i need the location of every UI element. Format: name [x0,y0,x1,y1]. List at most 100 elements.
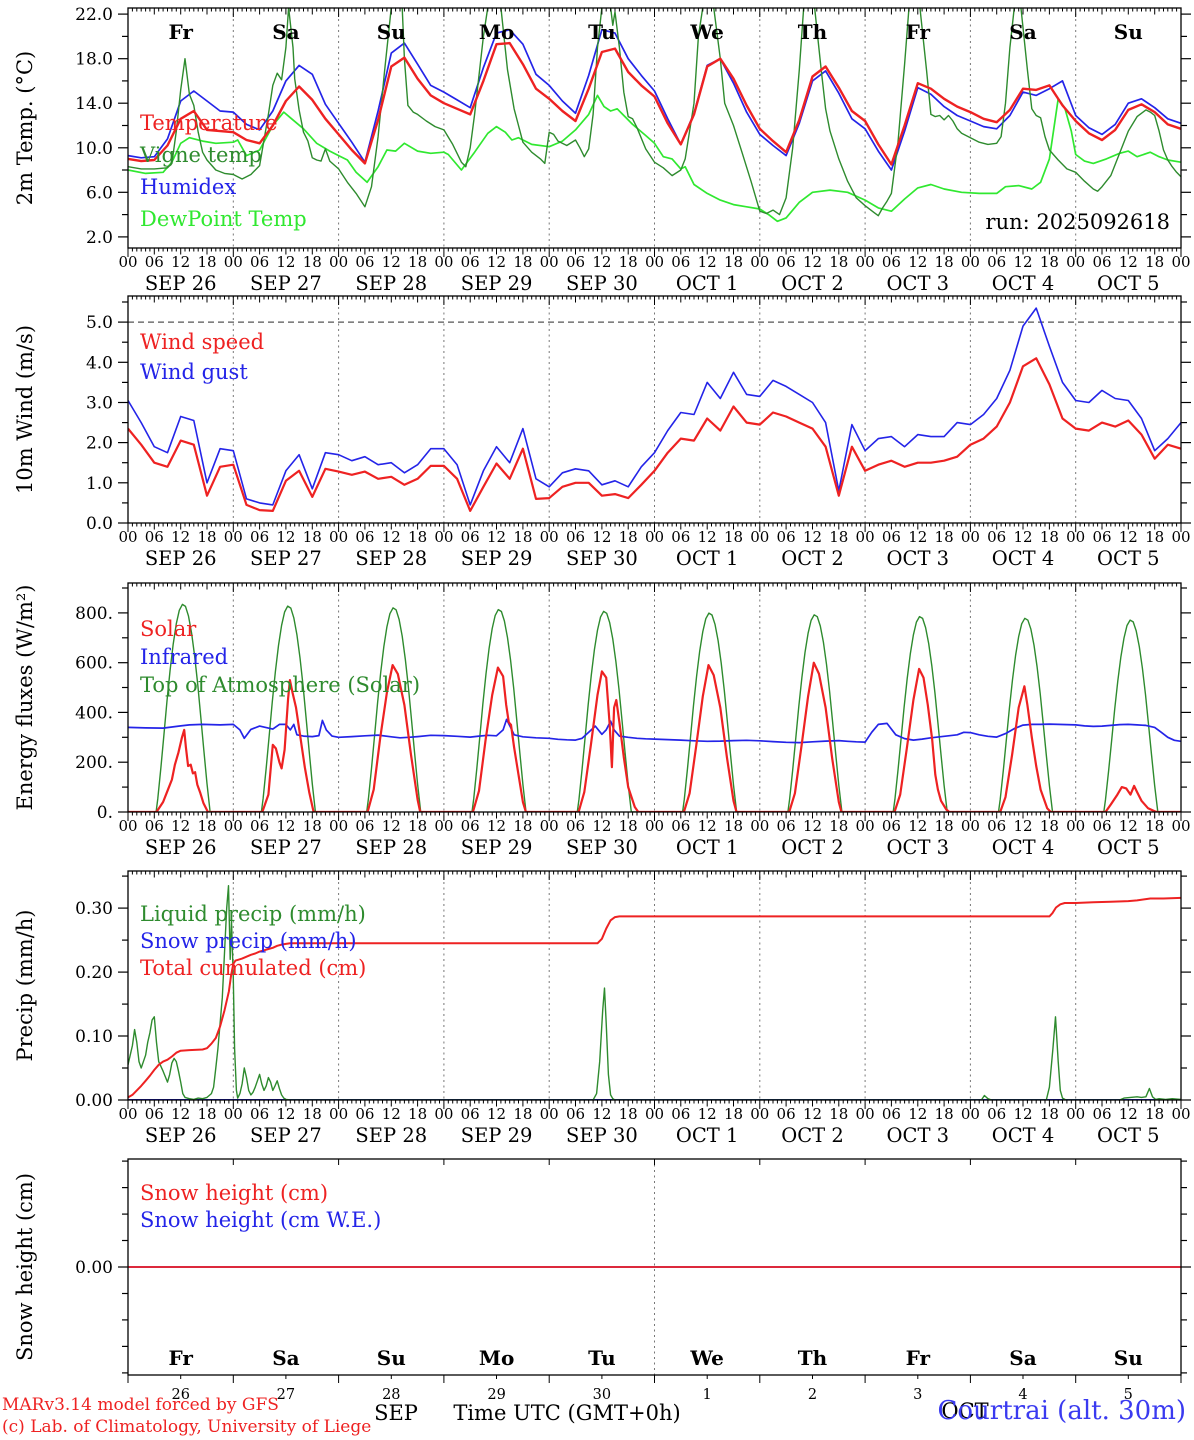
hour-label: 18 [1040,528,1059,546]
hour-label: 18 [1040,1105,1059,1123]
weekday-label: Sa [1009,20,1036,44]
y-axis-title: 10m Wind (m/s) [13,325,37,494]
wind-legend: Wind speed Wind gust [140,327,264,387]
y-tick-label: 3.0 [86,394,113,414]
y-ticks [118,587,1191,813]
hour-label: 00 [856,817,875,835]
hour-label: 00 [434,253,453,271]
hour-label: 18 [303,817,322,835]
y-ticks [118,301,1191,524]
hour-label: 06 [461,528,480,546]
hour-ticks [127,871,1182,1109]
date-number: 30 [593,1387,611,1403]
panel-snow-height: 0.00 Snow height (cm) Fr Sa Su Mo Tu We Th Fr Sa Su [13,1158,1191,1383]
hour-label: 12 [382,253,401,271]
hour-label: 00 [329,817,348,835]
model-run-label: run: 2025092618 [985,210,1170,234]
series-infrared [128,718,1181,744]
hour-label: 00 [118,817,137,835]
y-tick-label: 2.0 [86,434,113,454]
series-dewpoint-temp [128,94,1181,223]
date-number: 2 [808,1387,817,1403]
weekday-label: We [689,1346,724,1370]
date-label: OCT 5 [1097,836,1160,859]
hour-label: 00 [961,528,980,546]
hour-label: 06 [250,817,269,835]
date-label: OCT 4 [992,836,1055,859]
hour-label: 06 [987,253,1006,271]
series-solar [128,661,1181,812]
hour-label: 06 [1092,253,1111,271]
hour-label: 12 [908,253,927,271]
weekday-label: Su [1114,1346,1143,1370]
hour-label: 00 [1066,1105,1085,1123]
y-tick-label: 0.00 [75,1091,113,1111]
hour-label: 00 [224,528,243,546]
y-tick-label: 0.20 [75,963,113,983]
hour-label: 06 [145,817,164,835]
hour-label: 12 [487,528,506,546]
hour-label: 18 [829,1105,848,1123]
hour-label: 06 [671,1105,690,1123]
series-temperature [128,41,1181,166]
hour-label: 18 [1040,253,1059,271]
hour-label: 06 [566,1105,585,1123]
hour-label: 12 [1013,528,1032,546]
weekday-label: Tu [588,20,616,44]
hour-label: 12 [487,817,506,835]
weekday-label: Sa [1009,1346,1036,1370]
date-label: SEP 29 [461,836,533,859]
hour-label: 18 [303,253,322,271]
legend-item-toa-solar: Top of Atmosphere (Solar) [140,673,421,697]
hour-label: 00 [856,528,875,546]
hour-label: 00 [540,1105,559,1123]
weekday-label: Mo [479,20,514,44]
date-label: SEP 26 [145,547,217,570]
hour-label: 18 [935,1105,954,1123]
legend-item-dewpoint: DewPoint Temp [140,207,307,231]
hour-label: 12 [1013,253,1032,271]
weekday-label: We [689,20,724,44]
weekday-label: Th [798,1346,828,1370]
hour-label: 18 [197,253,216,271]
date-number: 3 [913,1387,922,1403]
hour-label: 06 [145,253,164,271]
hour-ticks [127,296,1182,532]
hour-label: 06 [777,253,796,271]
series-top-of-atmosphere-solar- [128,603,1181,812]
hour-label: 12 [1119,528,1138,546]
date-label: OCT 4 [992,1124,1055,1147]
footer-lab-credit: (c) Lab. of Climatology, University of L… [2,1417,372,1437]
date-label: SEP 27 [250,272,322,295]
weekday-label: Su [377,20,406,44]
hour-label: 12 [276,253,295,271]
hour-label: 12 [276,1105,295,1123]
hour-label: 06 [355,1105,374,1123]
legend-item-snow-height-we: Snow height (cm W.E.) [140,1208,382,1232]
hour-label: 12 [1013,817,1032,835]
hour-label: 00 [118,253,137,271]
hour-label: 12 [698,528,717,546]
hour-label: 12 [698,817,717,835]
y-tick-label: 0.10 [75,1027,113,1047]
snow-legend: Snow height (cm) Snow height (cm W.E.) [140,1180,381,1234]
hour-label: 18 [619,817,638,835]
month-label-sep: SEP [374,1401,418,1425]
temperature-legend: Temperature Vigne temp Humidex DewPoint … [140,107,307,235]
hour-label: 00 [645,528,664,546]
date-number: 26 [171,1387,189,1403]
hour-label: 00 [961,253,980,271]
hour-label: 00 [645,1105,664,1123]
hour-label: 06 [987,1105,1006,1123]
hour-label: 00 [118,1105,137,1123]
hour-label: 00 [540,528,559,546]
date-label: OCT 1 [676,547,739,570]
hour-label: 12 [382,528,401,546]
date-number: 27 [277,1387,295,1403]
legend-item-snow-precip: Snow precip (mm/h) [140,929,357,953]
date-label: OCT 4 [992,547,1055,570]
hour-label: 06 [250,253,269,271]
hour-label: 12 [592,253,611,271]
date-label: OCT 3 [887,547,950,570]
